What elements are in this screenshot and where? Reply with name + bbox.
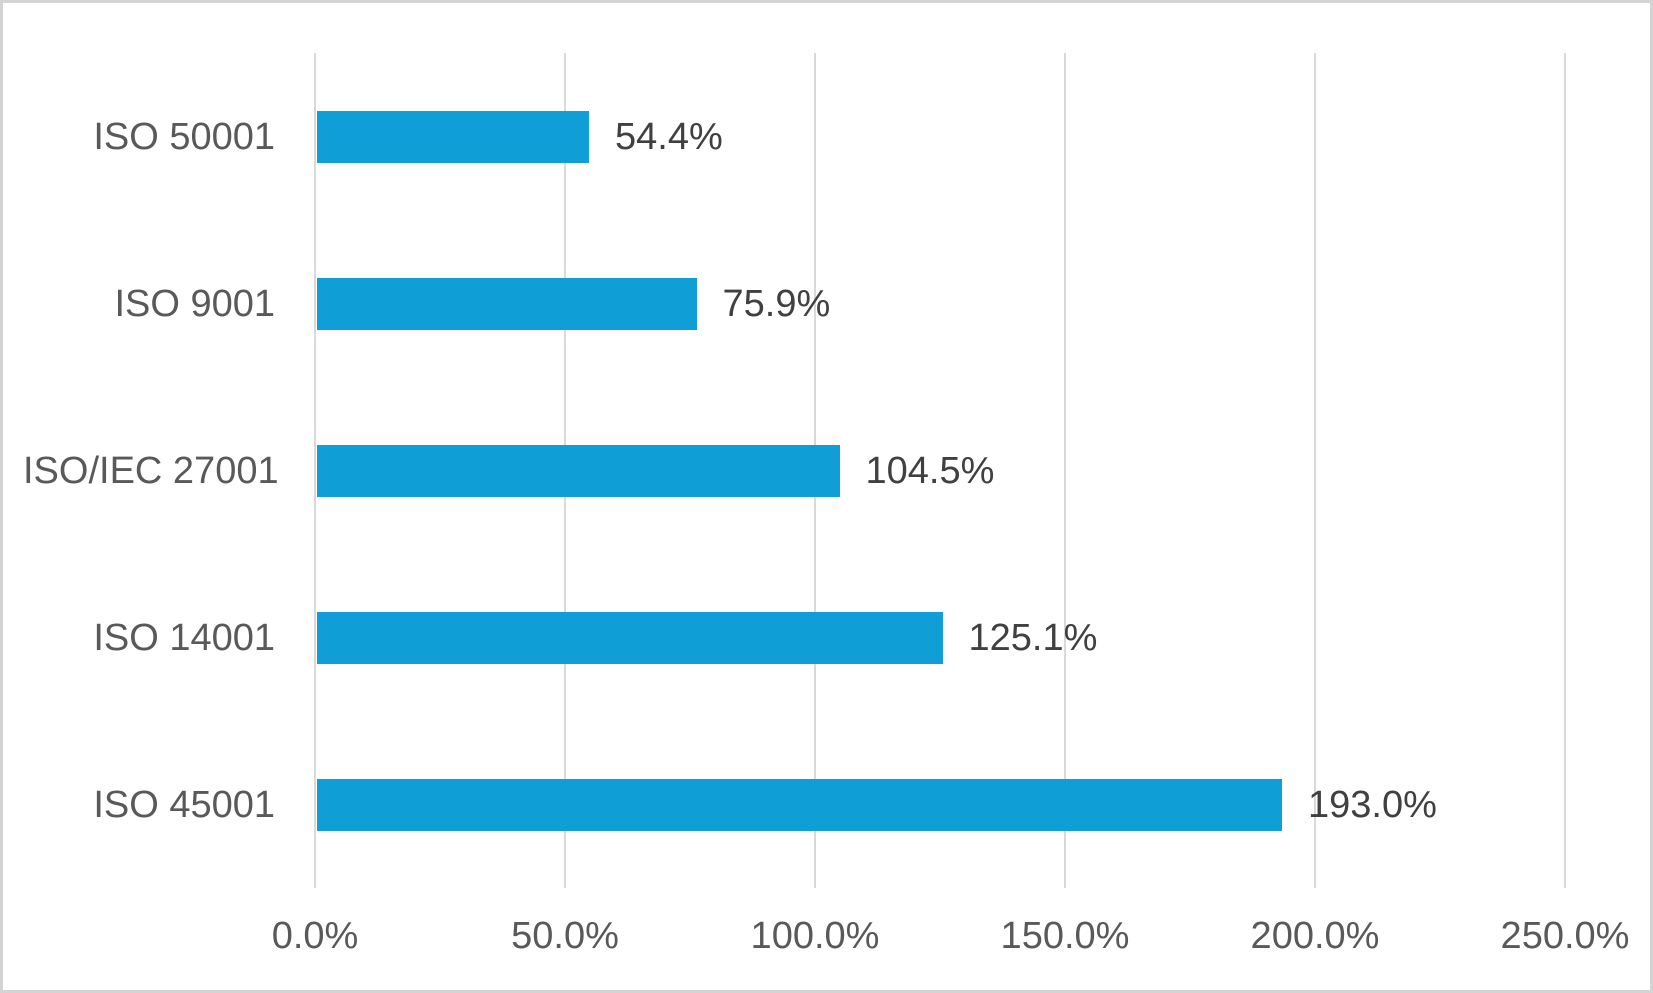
value-label: 54.4% [615,115,723,158]
x-axis-tick-label: 100.0% [750,915,880,957]
category-label: ISO 14001 [93,616,275,659]
gridline [1314,53,1316,888]
bar [317,110,589,163]
gridline [1064,53,1066,888]
category-label: ISO/IEC 27001 [23,449,279,492]
bar [317,778,1282,831]
gridline [314,53,316,888]
x-axis-tick-label: 250.0% [1500,915,1630,957]
value-label: 193.0% [1308,783,1437,826]
gridline [1564,53,1566,888]
x-axis-tick-label: 150.0% [1000,915,1130,957]
value-label: 75.9% [722,282,831,325]
x-axis-tick-label: 50.0% [511,915,619,957]
x-axis-tick-label: 0.0% [271,915,359,957]
category-label: ISO 45001 [93,783,275,826]
bar [317,277,697,330]
category-label: ISO 9001 [114,282,275,325]
bar [317,444,840,497]
category-label: ISO 50001 [93,115,275,158]
value-label: 125.1% [968,616,1098,659]
value-label: 104.5% [865,449,995,492]
x-axis-tick-label: 200.0% [1250,915,1380,957]
bar [317,611,943,664]
